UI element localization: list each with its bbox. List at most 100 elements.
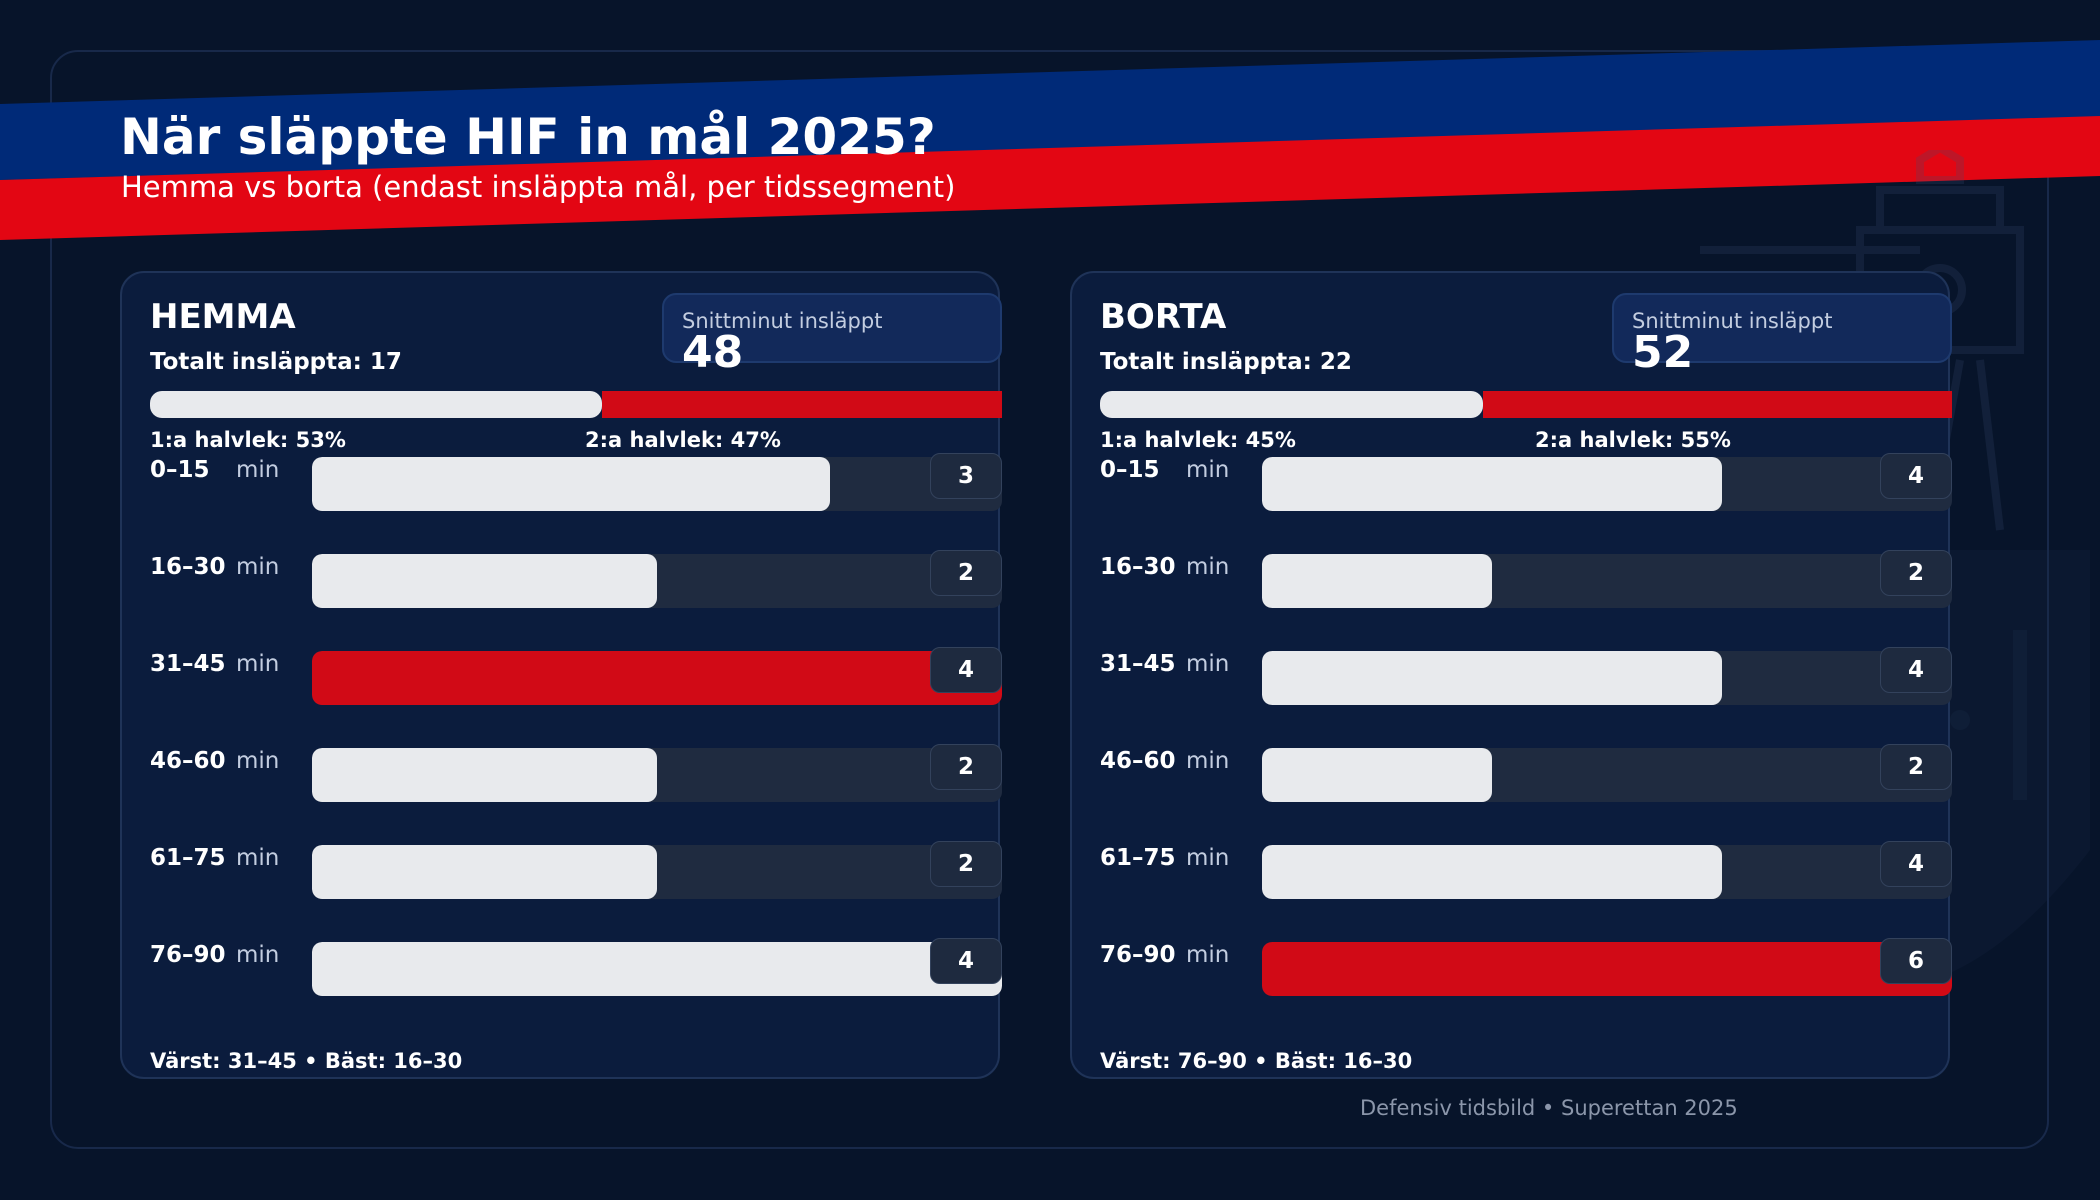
bar-fill [1262, 457, 1722, 511]
value-badge: 4 [1880, 453, 1952, 499]
second-half-bar [601, 391, 1002, 418]
value-badge: 2 [1880, 744, 1952, 790]
segment-unit: min [236, 845, 280, 871]
bar-track [1262, 554, 1952, 608]
segment-unit: min [1186, 942, 1230, 968]
segment-unit: min [236, 457, 280, 483]
avg-minute-value: 52 [1632, 327, 1694, 378]
avg-minute-label: Snittminut insläppt [1632, 309, 1833, 333]
bar-fill [312, 845, 657, 899]
segment-row: 76–90 min 4 [122, 930, 1002, 996]
bar-track [1262, 457, 1952, 511]
panel-summary: Värst: 31–45 • Bäst: 16–30 [150, 1049, 463, 1073]
second-half-label: 2:a halvlek: 47% [585, 428, 781, 452]
value-badge: 2 [930, 841, 1002, 887]
segment-label: 31–45 [1100, 651, 1176, 677]
bar-fill [1262, 651, 1722, 705]
value-badge: 4 [930, 938, 1002, 984]
bar-fill [1262, 845, 1722, 899]
segment-label: 61–75 [1100, 845, 1176, 871]
value-badge: 4 [1880, 841, 1952, 887]
segment-row: 0–15 min 3 [122, 445, 1002, 511]
bar-track [312, 457, 1002, 511]
first-half-label: 1:a halvlek: 45% [1100, 428, 1296, 452]
bar-track [1262, 748, 1952, 802]
segment-label: 76–90 [1100, 942, 1176, 968]
value-badge: 3 [930, 453, 1002, 499]
value-badge: 2 [930, 550, 1002, 596]
avg-minute-label: Snittminut insläppt [682, 309, 883, 333]
bar-track [1262, 651, 1952, 705]
bar-fill [1262, 554, 1492, 608]
segment-row: 46–60 min 2 [1072, 736, 1952, 802]
panel-title: BORTA [1100, 297, 1227, 337]
segment-label: 0–15 [150, 457, 210, 483]
bar-fill [312, 651, 1002, 705]
segment-unit: min [1186, 651, 1230, 677]
value-badge: 4 [1880, 647, 1952, 693]
bar-fill [312, 748, 657, 802]
bar-fill [1262, 942, 1952, 996]
bar-track [312, 748, 1002, 802]
bar-fill [1262, 748, 1492, 802]
segment-unit: min [1186, 845, 1230, 871]
header-stripes [0, 40, 2100, 240]
first-half-label: 1:a halvlek: 53% [150, 428, 346, 452]
segment-row: 31–45 min 4 [1072, 639, 1952, 705]
segment-label: 16–30 [150, 554, 226, 580]
segment-label: 16–30 [1100, 554, 1176, 580]
bar-track [312, 554, 1002, 608]
segment-label: 46–60 [1100, 748, 1176, 774]
segment-row: 16–30 min 2 [1072, 542, 1952, 608]
value-badge: 2 [1880, 550, 1952, 596]
value-badge: 4 [930, 647, 1002, 693]
segment-label: 31–45 [150, 651, 226, 677]
value-badge: 6 [1880, 938, 1952, 984]
segment-unit: min [236, 554, 280, 580]
panel-title: HEMMA [150, 297, 296, 337]
red-stripe [0, 116, 2100, 240]
total-conceded: Totalt insläppta: 22 [1100, 349, 1352, 375]
page-title: När släppte HIF in mål 2025? [120, 108, 936, 166]
segment-label: 61–75 [150, 845, 226, 871]
bar-track [312, 942, 1002, 996]
segment-unit: min [236, 748, 280, 774]
segment-unit: min [1186, 748, 1230, 774]
bar-track [312, 845, 1002, 899]
segment-row: 46–60 min 2 [122, 736, 1002, 802]
avg-minute-box: Snittminut insläppt 52 [1612, 293, 1952, 375]
segment-row: 16–30 min 2 [122, 542, 1002, 608]
page-subtitle: Hemma vs borta (endast insläppta mål, pe… [121, 170, 956, 204]
half-split-bar [150, 391, 1002, 418]
segment-row: 0–15 min 4 [1072, 445, 1952, 511]
panel-summary: Värst: 76–90 • Bäst: 16–30 [1100, 1049, 1413, 1073]
bar-track [1262, 845, 1952, 899]
avg-minute-value: 48 [682, 327, 744, 378]
total-conceded: Totalt insläppta: 17 [150, 349, 402, 375]
card-frame [50, 50, 2049, 1149]
away-panel: BORTA Totalt insläppta: 22 Snittminut in… [1070, 271, 1952, 1079]
bar-fill [312, 554, 657, 608]
bar-track [1262, 942, 1952, 996]
home-panel: HEMMA Totalt insläppta: 17 Snittminut in… [120, 271, 1002, 1079]
bar-fill [312, 942, 1002, 996]
segment-unit: min [236, 942, 280, 968]
segment-row: 61–75 min 4 [1072, 833, 1952, 899]
bar-fill [312, 457, 830, 511]
segment-unit: min [236, 651, 280, 677]
segment-label: 0–15 [1100, 457, 1160, 483]
segment-unit: min [1186, 554, 1230, 580]
second-half-bar [1483, 391, 1952, 418]
segment-unit: min [1186, 457, 1230, 483]
first-half-bar [1100, 391, 1484, 418]
second-half-label: 2:a halvlek: 55% [1535, 428, 1731, 452]
segment-label: 46–60 [150, 748, 226, 774]
bar-track [312, 651, 1002, 705]
segment-row: 76–90 min 6 [1072, 930, 1952, 996]
segment-row: 61–75 min 2 [122, 833, 1002, 899]
value-badge: 2 [930, 744, 1002, 790]
avg-minute-box: Snittminut insläppt 48 [662, 293, 1002, 375]
half-split-bar [1100, 391, 1952, 418]
footer-caption: Defensiv tidsbild • Superettan 2025 [1360, 1096, 1738, 1120]
segment-row: 31–45 min 4 [122, 639, 1002, 705]
